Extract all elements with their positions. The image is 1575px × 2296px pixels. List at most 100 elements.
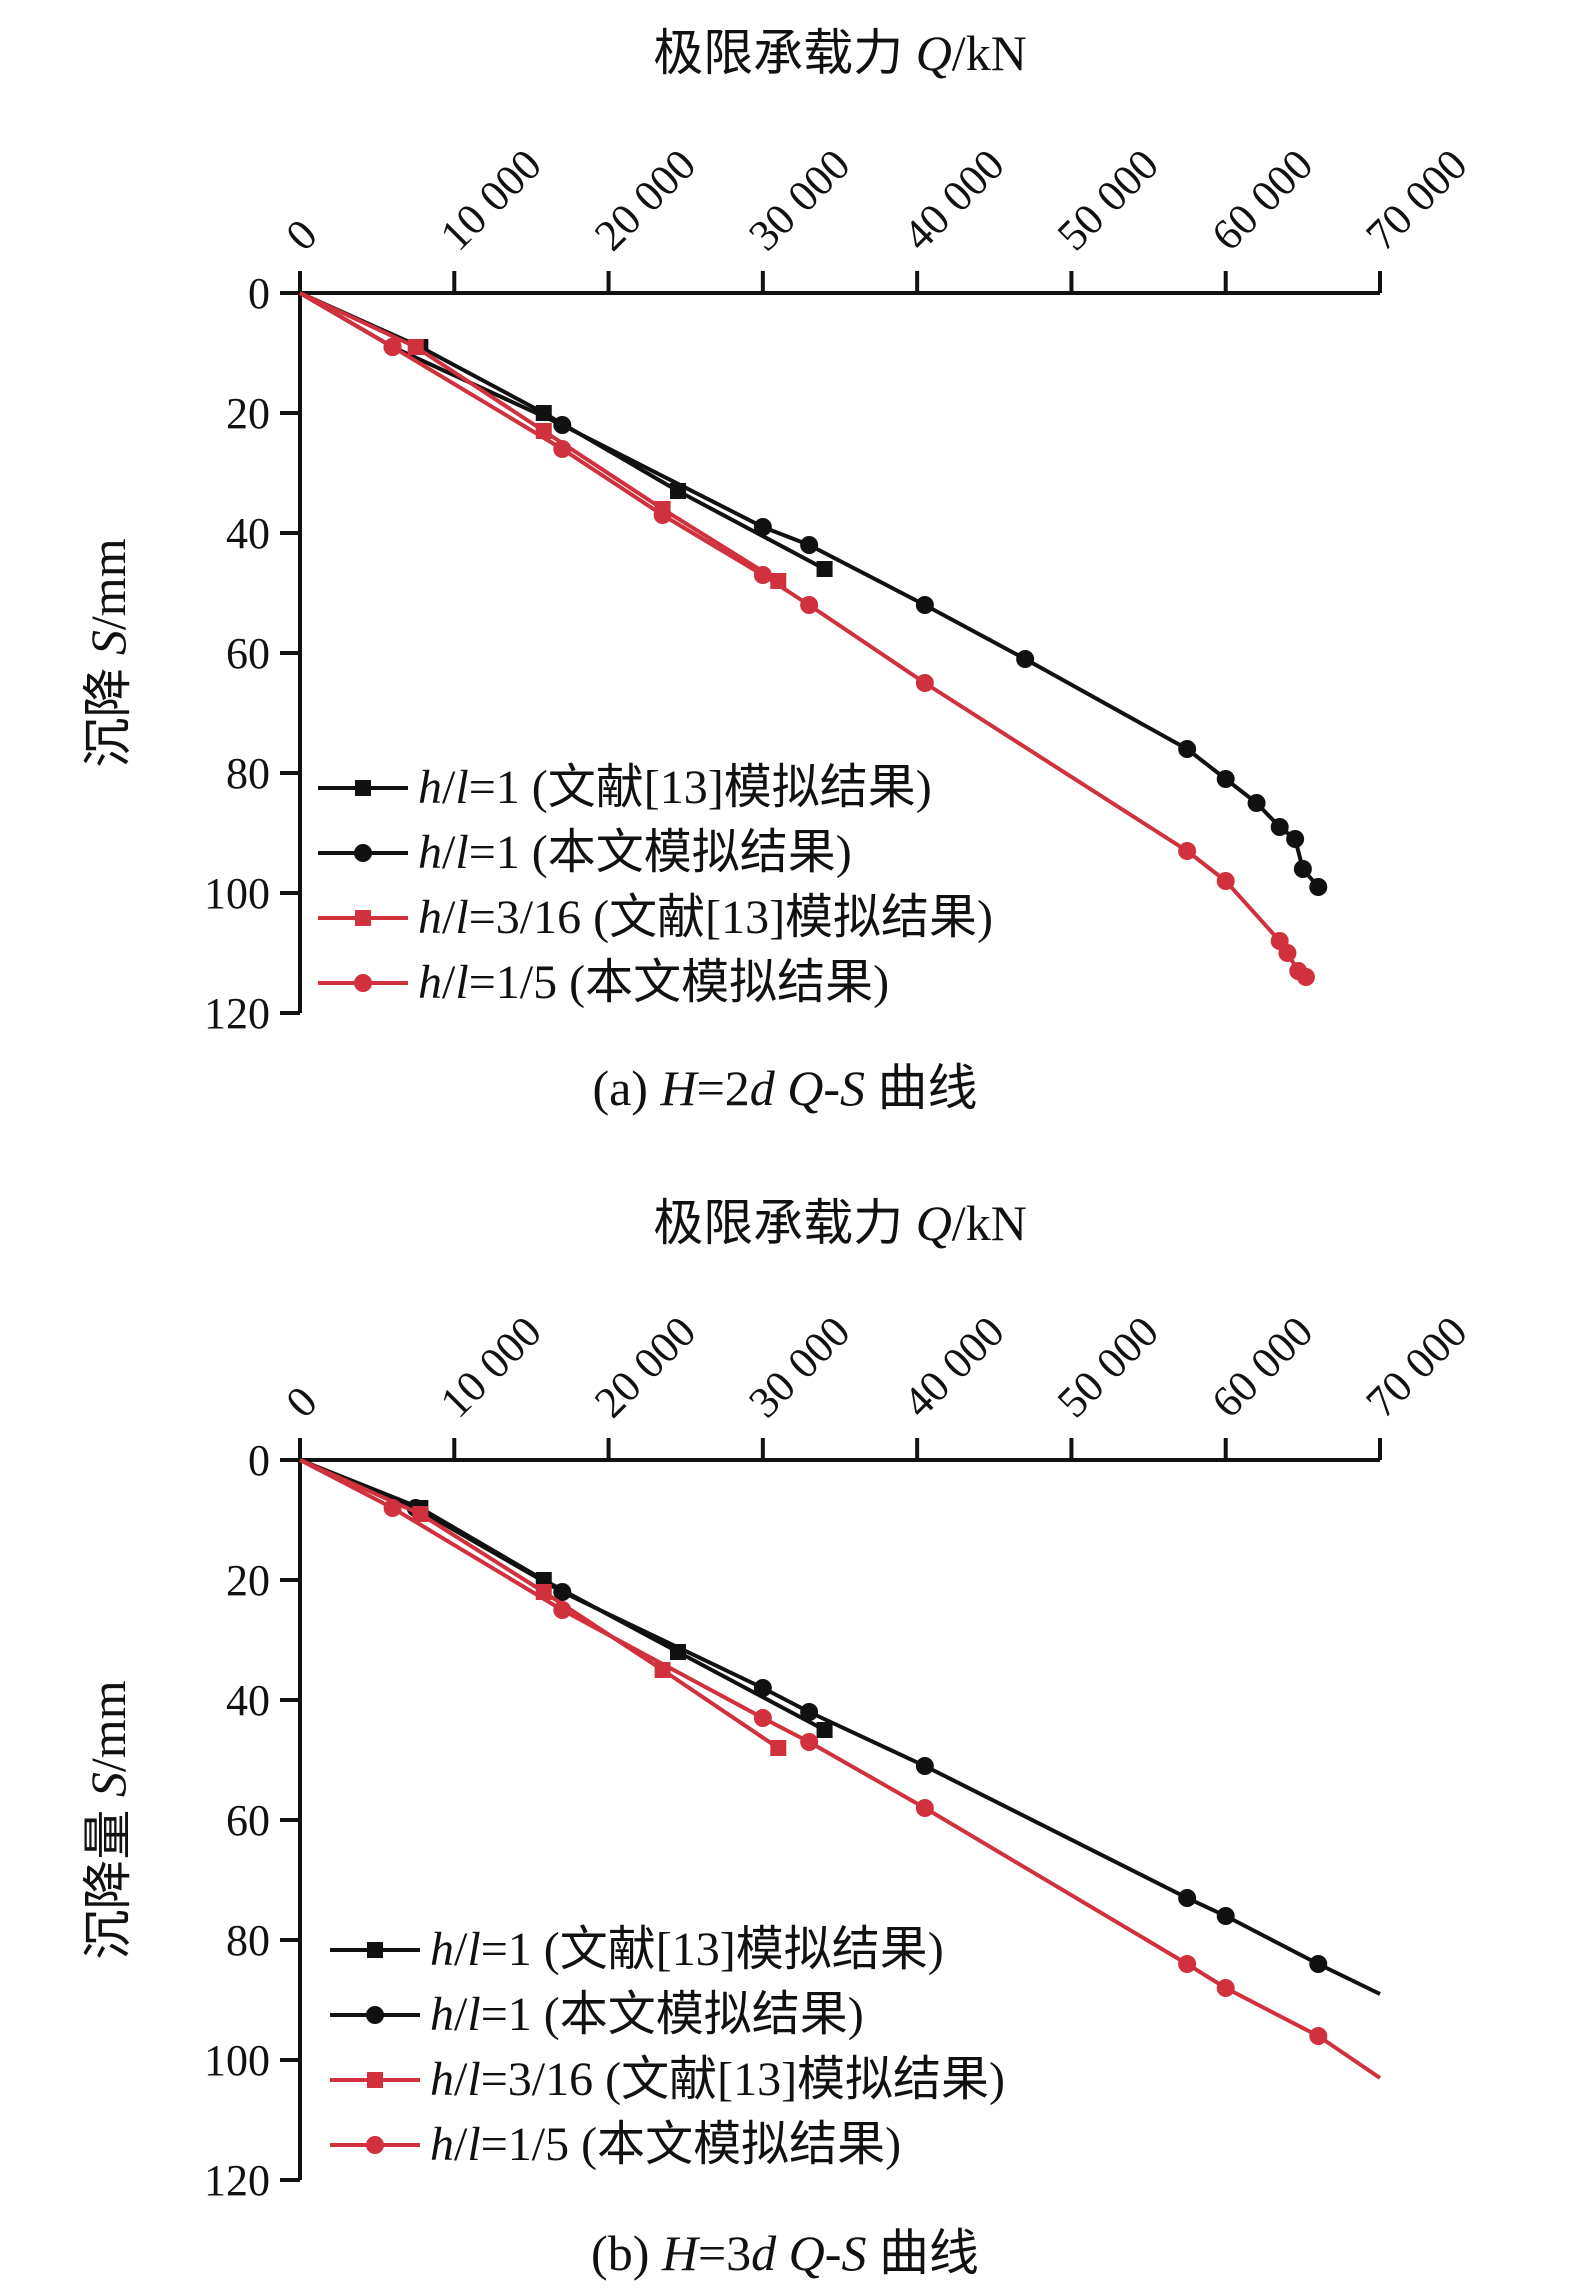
series-4 xyxy=(299,1458,1382,2080)
data-point-circle xyxy=(753,566,772,584)
legend-label: h/l=1 (本文模拟结果) xyxy=(418,826,852,879)
y-tick-label: 0 xyxy=(248,269,270,318)
data-point-circle xyxy=(1216,1979,1235,1997)
data-point-circle xyxy=(915,1799,934,1817)
data-point-square xyxy=(407,339,424,355)
y-tick-label: 20 xyxy=(226,389,270,438)
data-point-circle xyxy=(915,1757,934,1775)
x-axis-title: 极限承载力 Q/kN xyxy=(653,1195,1027,1251)
y-tick-label: 80 xyxy=(226,749,270,798)
chart-caption: (b) H=3d Q-S 曲线 xyxy=(591,2225,979,2281)
data-point-square xyxy=(816,561,833,577)
legend-square-marker xyxy=(355,780,371,796)
x-tick-label: 40 000 xyxy=(894,140,1014,260)
data-point-circle xyxy=(1296,968,1315,986)
data-point-circle xyxy=(1216,770,1235,788)
data-point-circle xyxy=(1016,650,1035,668)
y-tick-label: 60 xyxy=(226,1796,270,1845)
x-axis-title: 极限承载力 Q/kN xyxy=(653,25,1027,81)
series-1 xyxy=(299,291,833,577)
x-tick-label: 70 000 xyxy=(1356,140,1476,260)
data-point-circle xyxy=(753,1679,772,1697)
data-point-circle xyxy=(800,596,819,614)
data-point-circle xyxy=(383,1499,402,1517)
x-tick-label: 60 000 xyxy=(1202,1307,1322,1427)
legend-label: h/l=3/16 (文献[13]模拟结果) xyxy=(430,2053,1005,2106)
panel-a-chart: 0 10 000 20 000 30 000 40 000 50 000 60 000 70 … xyxy=(80,25,1477,1116)
data-point-square xyxy=(770,1740,787,1756)
x-tick-label: 0 xyxy=(276,1377,326,1427)
x-tick-label: 50 000 xyxy=(1048,1307,1168,1427)
legend-label: h/l=1/5 (本文模拟结果) xyxy=(418,956,889,1009)
data-point-circle xyxy=(1270,818,1289,836)
x-tick-label: 40 000 xyxy=(894,1307,1014,1427)
data-point-square xyxy=(816,1722,833,1738)
data-point-circle xyxy=(1247,794,1266,812)
data-point-circle xyxy=(1178,1955,1197,1973)
y-tick-label: 100 xyxy=(204,2036,270,2085)
data-point-circle xyxy=(553,1601,572,1619)
data-point-circle xyxy=(1178,1889,1197,1907)
data-point-circle xyxy=(553,1583,572,1601)
data-point-circle xyxy=(1178,842,1197,860)
data-point-circle xyxy=(653,506,672,524)
legend-label: h/l=3/16 (文献[13]模拟结果) xyxy=(418,891,993,944)
data-point-circle xyxy=(800,536,819,554)
data-point-circle xyxy=(1178,740,1197,758)
data-point-circle xyxy=(1309,2027,1328,2045)
y-tick-label: 80 xyxy=(226,1916,270,1965)
legend-square-marker xyxy=(367,2072,383,2088)
series-3 xyxy=(299,1458,787,1756)
chart-caption: (a) H=2d Q-S 曲线 xyxy=(592,1060,977,1116)
data-point-circle xyxy=(1286,830,1305,848)
legend: h/l=1 (文献[13]模拟结果) h/l=1 (本文模拟结果) h/l=3/16… xyxy=(318,761,993,1009)
x-tick-label: 20 000 xyxy=(585,1307,705,1427)
x-tick-label: 0 xyxy=(276,210,326,260)
legend-circle-marker xyxy=(366,2136,384,2154)
y-tick-label: 40 xyxy=(226,1676,270,1725)
y-tick-label: 100 xyxy=(204,869,270,918)
data-point-circle xyxy=(1278,944,1297,962)
legend-label: h/l=1 (文献[13]模拟结果) xyxy=(418,761,932,814)
data-point-circle xyxy=(383,338,402,356)
data-point-circle xyxy=(753,518,772,536)
x-tick-label: 30 000 xyxy=(739,140,859,260)
x-tick-label: 70 000 xyxy=(1356,1307,1476,1427)
legend-circle-marker xyxy=(354,974,372,992)
y-tick-label: 120 xyxy=(204,989,270,1038)
data-point-circle xyxy=(553,416,572,434)
y-tick-label: 0 xyxy=(248,1436,270,1485)
panel-b-chart: 0 10 000 20 000 30 000 40 000 50 000 60 000 70 … xyxy=(80,1195,1477,2281)
legend-label: h/l=1 (文献[13]模拟结果) xyxy=(430,1923,944,1976)
x-tick-label: 60 000 xyxy=(1202,140,1322,260)
data-point-square xyxy=(412,1506,429,1522)
series-4 xyxy=(298,291,1315,986)
series-line xyxy=(299,1458,1382,2080)
data-point-circle xyxy=(915,674,934,692)
legend: h/l=1 (文献[13]模拟结果) h/l=1 (本文模拟结果) h/l=3/16… xyxy=(330,1923,1005,2171)
data-point-circle xyxy=(800,1733,819,1751)
x-tick-label: 30 000 xyxy=(739,1307,859,1427)
data-point-circle xyxy=(1216,1907,1235,1925)
x-tick-label: 10 000 xyxy=(431,140,551,260)
data-point-circle xyxy=(1293,860,1312,878)
y-axis-title: 沉降 S/mm xyxy=(80,538,136,767)
data-point-circle xyxy=(800,1703,819,1721)
legend-label: h/l=1/5 (本文模拟结果) xyxy=(430,2118,901,2171)
x-tick-label: 50 000 xyxy=(1048,140,1168,260)
y-tick-label: 60 xyxy=(226,629,270,678)
data-point-circle xyxy=(753,1709,772,1727)
data-point-circle xyxy=(915,596,934,614)
data-point-circle xyxy=(553,440,572,458)
y-tick-label: 40 xyxy=(226,509,270,558)
legend-square-marker xyxy=(355,910,371,926)
data-point-circle xyxy=(1309,878,1328,896)
legend-circle-marker xyxy=(354,844,372,862)
x-tick-label: 10 000 xyxy=(431,1307,551,1427)
legend-circle-marker xyxy=(366,2006,384,2024)
x-tick-label: 20 000 xyxy=(585,140,705,260)
data-point-square xyxy=(770,573,787,589)
y-tick-label: 120 xyxy=(204,2156,270,2205)
series-line xyxy=(299,1458,780,1750)
legend-square-marker xyxy=(367,1942,383,1958)
